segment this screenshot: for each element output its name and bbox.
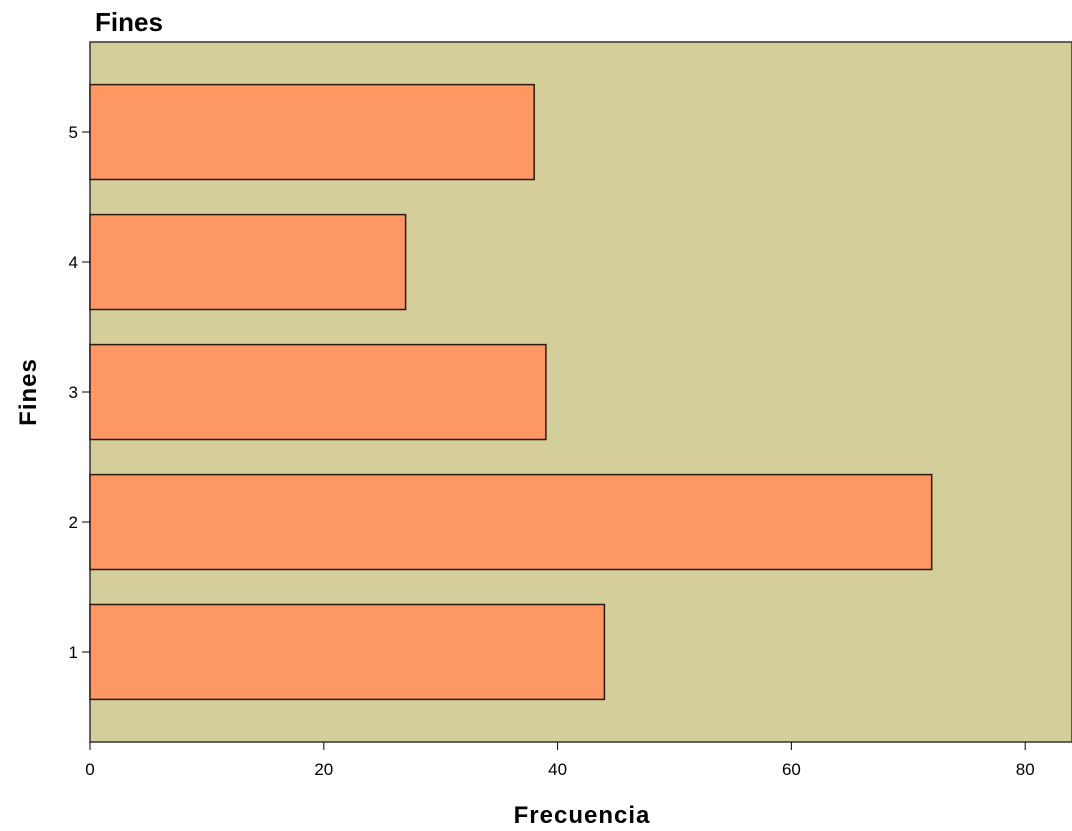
x-tick-label-80: 80	[1016, 760, 1035, 779]
y-tick-label-2: 2	[69, 513, 78, 532]
y-axis: 1 2 3 4 5	[69, 123, 90, 662]
x-axis-title: Frecuencia	[514, 802, 651, 829]
x-tick-label-20: 20	[314, 760, 333, 779]
bar-3	[89, 343, 547, 441]
y-tick-label-5: 5	[69, 123, 78, 142]
y-tick-label-3: 3	[69, 383, 78, 402]
x-axis: 0 20 40 60 80	[85, 742, 1035, 779]
y-axis-title: Fines	[15, 358, 42, 426]
x-tick-label-0: 0	[85, 760, 94, 779]
bar-5	[89, 83, 535, 181]
bar-4	[89, 213, 407, 311]
y-tick-label-4: 4	[69, 253, 78, 272]
chart-title: Fines	[95, 7, 163, 37]
bars-group	[89, 83, 933, 701]
bar-1	[89, 603, 606, 701]
x-tick-label-60: 60	[782, 760, 801, 779]
bar-2	[89, 473, 933, 571]
x-tick-label-40: 40	[548, 760, 567, 779]
y-tick-label-1: 1	[69, 643, 78, 662]
